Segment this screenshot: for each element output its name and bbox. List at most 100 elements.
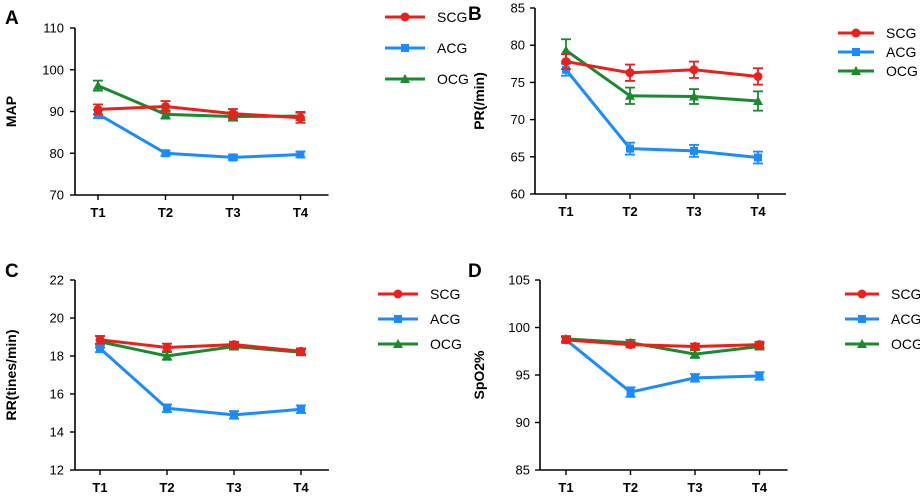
panel-letter: C [5,261,19,282]
legend-label: ACG [886,44,916,60]
data-point-circle-marker [161,101,170,111]
series-line [564,68,759,160]
data-point-circle-marker [162,342,172,352]
legend-triangle-marker [857,339,867,348]
y-tick-label: 70 [50,188,64,203]
data-point-triangle-marker [561,45,571,55]
data-point-triangle-marker [625,90,635,100]
data-point-circle-marker [296,113,305,123]
series-line [97,104,301,120]
data-point-triangle-marker [162,351,172,360]
legend-circle-marker [400,12,410,22]
x-tick-label: T3 [686,204,701,219]
data-point-square-marker [691,373,699,382]
y-tick-label: 14 [50,425,64,440]
y-tick-label: 90 [516,415,530,430]
x-tick-label: T3 [225,205,240,220]
y-tick-label: 75 [511,75,525,90]
x-tick-label: T2 [623,480,638,495]
legend-label: OCG [886,63,918,79]
data-point-circle-marker [689,65,699,75]
data-point-triangle-marker [93,80,103,90]
panel-letter: D [468,261,482,282]
x-tick-label: T1 [558,480,573,495]
data-point-circle-marker [561,335,571,345]
data-point-square-marker [96,344,104,353]
data-point-square-marker [163,404,171,413]
series-scg [95,335,306,356]
legend-triangle-marker [400,74,410,83]
legend-label: SCG [437,9,467,25]
data-point-circle-marker [755,340,764,350]
data-point-circle-marker [93,104,103,114]
data-point-square-marker [230,410,238,419]
y-axis-label: RR(tines/min) [3,330,19,421]
legend: SCG ACG OCG [385,9,469,87]
data-point-square-marker [297,405,305,414]
x-tick-label: T4 [752,480,768,495]
panel-d: D 85 90 95 100 105 T1 T2 T3 T4 SpO2% SCG ACG OCG [468,261,920,495]
legend-circle-marker [851,28,861,38]
legend-label: OCG [891,336,920,352]
data-point-circle-marker [690,342,700,351]
legend-label: SCG [430,286,460,302]
x-tick-label: T2 [159,480,174,495]
y-axis-label: PR(/min) [471,72,487,130]
data-point-circle-marker [95,335,105,345]
data-point-circle-marker [296,346,306,356]
data-point-square-marker [296,150,305,159]
x-tick-label: T4 [293,480,309,495]
legend-square-marker [852,48,860,56]
legend-label: OCG [437,71,469,87]
x-tick-label: T4 [293,205,309,220]
y-tick-label: 60 [511,187,525,202]
y-tick-label: 85 [516,463,530,478]
series-acg [95,343,306,420]
series-line [565,338,760,348]
legend-label: SCG [886,25,916,41]
series-line [565,49,759,103]
y-axis-label: SpO2% [471,350,487,400]
legend: SCG ACG OCG [845,286,920,352]
x-tick-label: T1 [92,480,107,495]
y-tick-label: 12 [50,463,64,478]
legend: SCG ACG OCG [838,25,918,79]
y-tick-label: 100 [508,320,530,335]
data-point-triangle-marker [690,349,700,359]
data-point-square-marker [690,146,698,155]
legend-label: ACG [430,311,460,327]
data-point-circle-marker [625,68,635,78]
y-tick-label: 22 [50,273,64,288]
x-tick-label: T1 [90,205,105,220]
series-line [99,338,302,353]
series-acg [561,62,763,165]
series-line [99,347,302,417]
data-point-triangle-marker [753,96,763,105]
legend-circle-marker [857,289,867,299]
panel-c: C 12 14 16 18 20 22 T1 T2 T3 T4 RR(tines/min) SCG ACG… [3,261,462,495]
data-point-square-marker [626,388,635,397]
panel-b: B 60 65 70 75 80 85 T1 T2 T3 T4 PR(/min) SCG ACG OCG [468,1,918,220]
y-tick-label: 18 [50,349,64,364]
y-tick-label: 105 [508,273,530,288]
series-line [565,338,760,394]
x-tick-label: T1 [558,204,573,219]
legend-square-marker [394,315,402,323]
data-point-circle-marker [561,57,571,67]
data-point-circle-marker [753,71,763,81]
series-line [97,84,301,119]
legend-triangle-marker [393,339,403,348]
y-tick-label: 20 [50,311,64,326]
data-point-circle-marker [229,340,239,350]
y-axis-label: MAP [3,96,19,127]
y-tick-label: 110 [43,21,64,36]
panel-letter: A [5,8,19,29]
y-tick-label: 85 [511,1,525,16]
legend-label: ACG [437,40,467,56]
legend-label: ACG [891,311,920,327]
y-tick-label: 16 [50,387,64,402]
x-tick-label: T3 [687,480,702,495]
legend-label: SCG [891,286,920,302]
x-tick-label: T3 [226,480,241,495]
